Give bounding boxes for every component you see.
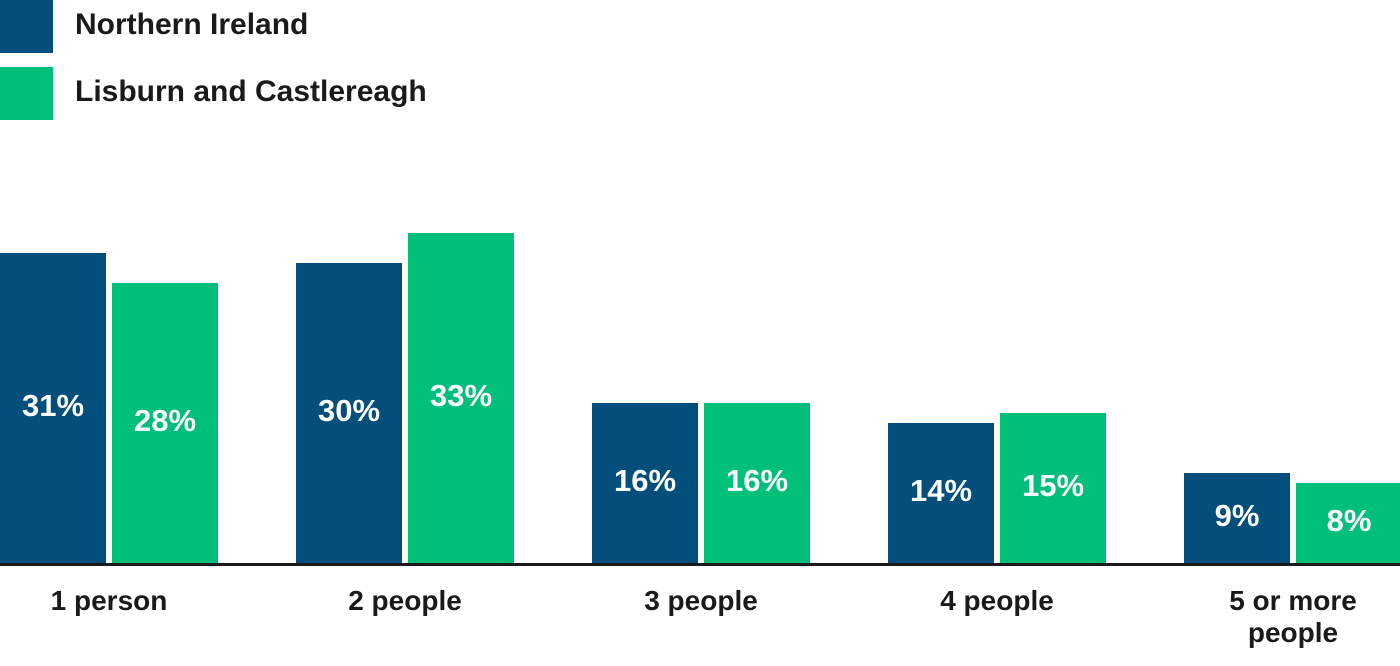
legend-label: Northern Ireland (75, 8, 308, 41)
value-label: 16% (726, 463, 788, 498)
value-label: 31% (22, 388, 84, 423)
bar (592, 403, 698, 563)
x-tick-label: 2 people (348, 585, 462, 616)
x-tick-label: 4 people (940, 585, 1054, 616)
value-label: 33% (430, 378, 492, 413)
legend-label: Lisburn and Castlereagh (75, 75, 427, 108)
value-label: 15% (1022, 468, 1084, 503)
bar (408, 233, 514, 563)
bar (704, 403, 810, 563)
value-label: 14% (910, 473, 972, 508)
bar (0, 253, 106, 563)
x-tick-label: 1 person (50, 585, 168, 616)
value-label: 28% (134, 403, 196, 438)
value-label: 16% (614, 463, 676, 498)
legend-swatch (0, 0, 53, 53)
value-label: 30% (318, 393, 380, 428)
value-label: 8% (1327, 503, 1372, 538)
x-tick-label: 5 or more people (1229, 585, 1357, 648)
bar (1000, 413, 1106, 563)
value-label: 9% (1215, 498, 1260, 533)
bar (888, 423, 994, 563)
legend-swatch (0, 67, 53, 120)
bar (112, 283, 218, 563)
bar (1296, 483, 1400, 563)
x-tick-label: 3 people (644, 585, 758, 616)
bar (296, 263, 402, 563)
bar (1184, 473, 1290, 563)
